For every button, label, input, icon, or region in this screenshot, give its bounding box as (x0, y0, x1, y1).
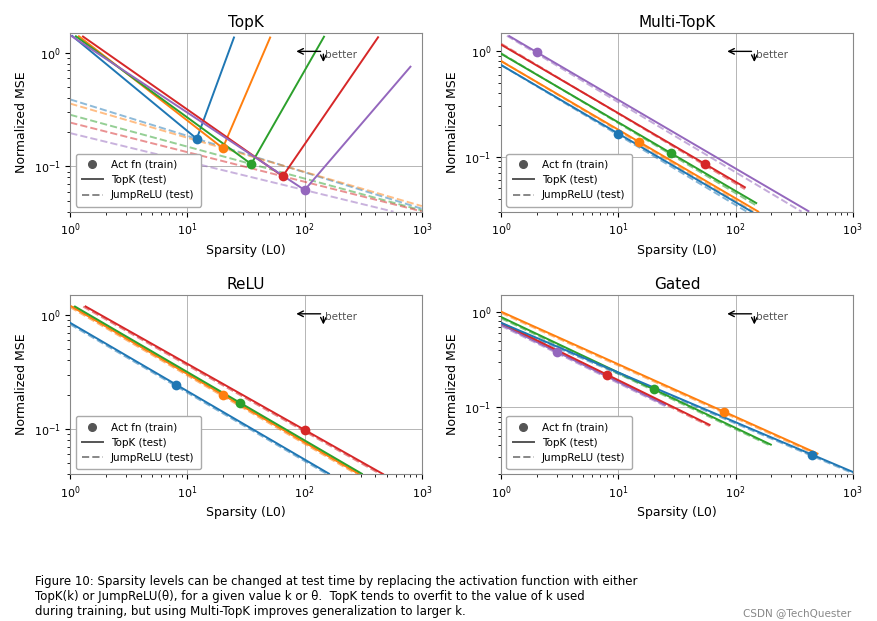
Text: Figure 10: Sparsity levels can be changed at test time by replacing the activati: Figure 10: Sparsity levels can be change… (35, 575, 637, 618)
Y-axis label: Normalized MSE: Normalized MSE (15, 71, 28, 173)
X-axis label: Sparsity (L0): Sparsity (L0) (637, 506, 716, 519)
Text: better: better (755, 312, 788, 322)
Text: better: better (324, 50, 357, 60)
Text: CSDN @TechQuester: CSDN @TechQuester (743, 608, 851, 618)
X-axis label: Sparsity (L0): Sparsity (L0) (206, 506, 286, 519)
Title: Multi-TopK: Multi-TopK (638, 15, 715, 30)
Legend: Act fn (train), TopK (test), JumpReLU (test): Act fn (train), TopK (test), JumpReLU (t… (506, 416, 631, 469)
Text: better: better (324, 312, 357, 322)
Y-axis label: Normalized MSE: Normalized MSE (446, 333, 459, 435)
Title: TopK: TopK (228, 15, 264, 30)
Legend: Act fn (train), TopK (test), JumpReLU (test): Act fn (train), TopK (test), JumpReLU (t… (75, 153, 201, 207)
Y-axis label: Normalized MSE: Normalized MSE (446, 71, 459, 173)
Text: better: better (755, 50, 788, 60)
X-axis label: Sparsity (L0): Sparsity (L0) (637, 243, 716, 256)
Y-axis label: Normalized MSE: Normalized MSE (15, 333, 28, 435)
Legend: Act fn (train), TopK (test), JumpReLU (test): Act fn (train), TopK (test), JumpReLU (t… (75, 416, 201, 469)
X-axis label: Sparsity (L0): Sparsity (L0) (206, 243, 286, 256)
Legend: Act fn (train), TopK (test), JumpReLU (test): Act fn (train), TopK (test), JumpReLU (t… (506, 153, 631, 207)
Title: Gated: Gated (653, 278, 700, 292)
Title: ReLU: ReLU (226, 278, 265, 292)
